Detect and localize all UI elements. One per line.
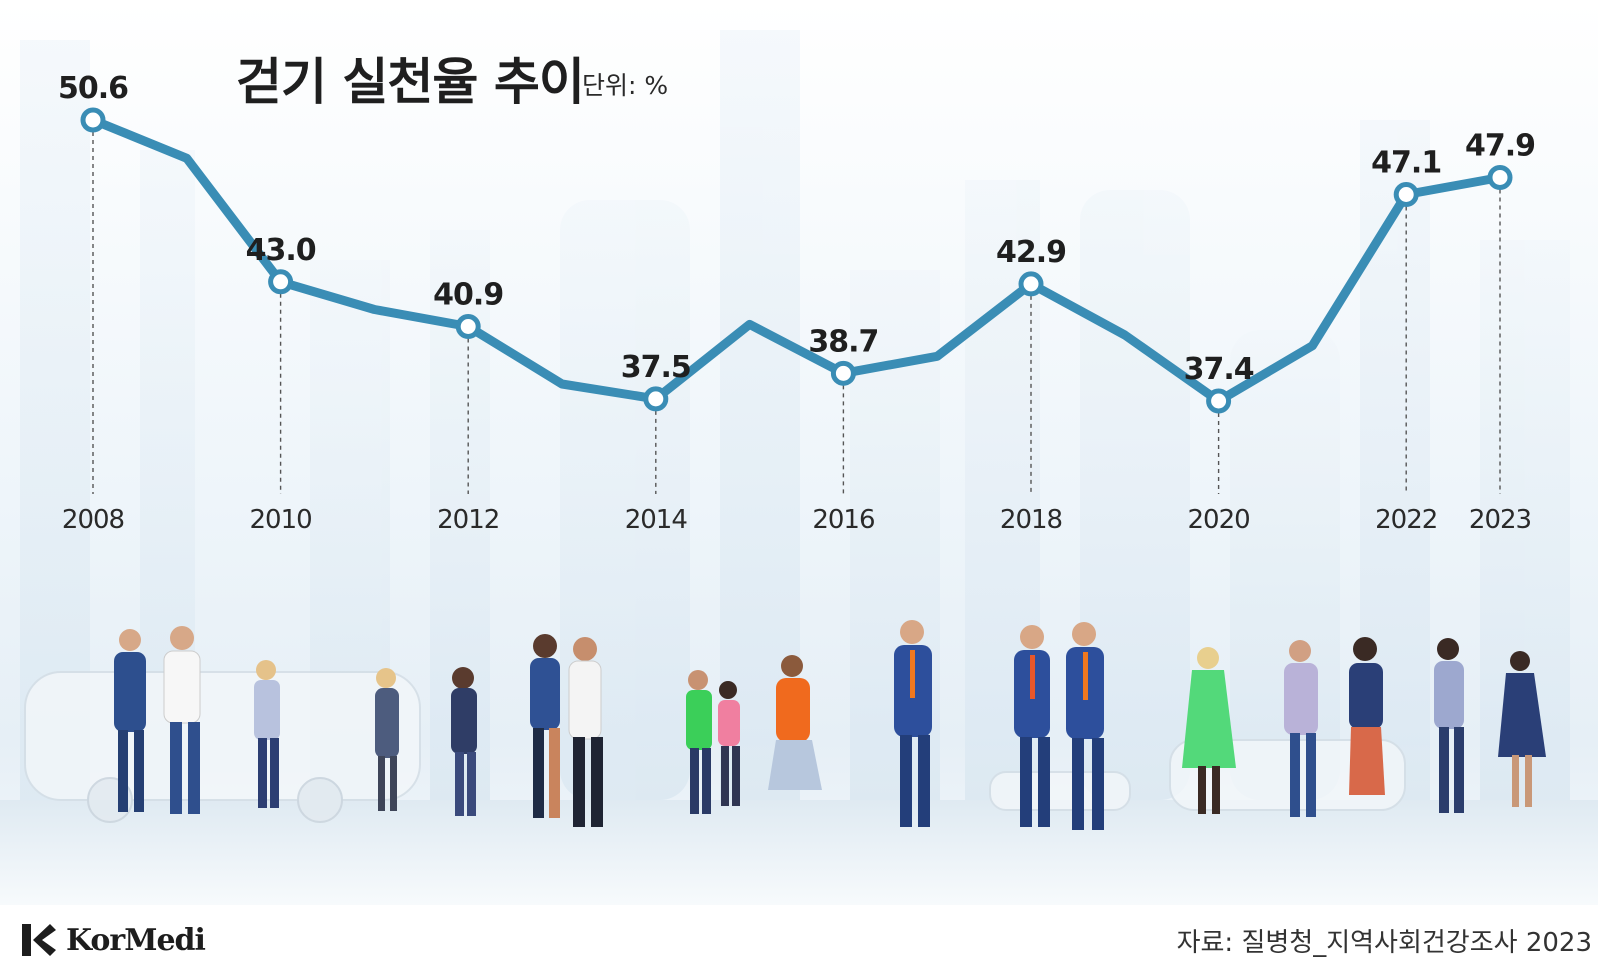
x-tick-label: 2012 (437, 505, 499, 535)
data-point-marker (830, 360, 856, 386)
data-label: 37.5 (621, 350, 691, 385)
walker (686, 670, 712, 814)
x-tick-label: 2014 (625, 505, 688, 535)
walker (1349, 637, 1385, 795)
data-point-marker (1393, 182, 1419, 208)
walker (451, 667, 477, 816)
x-tick-label: 2023 (1469, 505, 1531, 535)
data-point-marker (1018, 271, 1044, 297)
source-note: 자료: 질병청_지역사회건강조사 2023 (1176, 928, 1592, 958)
x-tick-label: 2008 (62, 505, 124, 535)
walker (530, 634, 560, 818)
walker (1434, 638, 1464, 813)
logo-text: KorMedi (66, 922, 206, 958)
walker (1014, 625, 1050, 827)
walker (568, 637, 603, 827)
walker (163, 626, 201, 814)
walker (768, 655, 822, 790)
x-tick-label: 2016 (812, 505, 874, 535)
data-label: 40.9 (433, 277, 503, 312)
x-tick-label: 2022 (1375, 505, 1437, 535)
walker (375, 668, 399, 811)
walker (718, 681, 740, 806)
series-line (88, 115, 1505, 406)
line-chart: 50.6 2008 43.0 2010 40.9 2012 37.5 2014 38.7 2016… (58, 71, 1536, 535)
walker (254, 660, 280, 808)
kormedi-logo-icon (22, 924, 56, 956)
data-point-marker (1206, 388, 1232, 414)
walker (1066, 622, 1104, 830)
data-label: 42.9 (996, 235, 1066, 270)
data-label: 43.0 (246, 233, 316, 268)
pedestrians (114, 620, 1546, 830)
data-label: 37.4 (1184, 352, 1254, 387)
logo: KorMedi (20, 922, 206, 958)
x-tick-label: 2018 (1000, 505, 1062, 535)
data-label: 38.7 (808, 324, 878, 359)
unit-label: 단위: % (582, 71, 669, 100)
street-floor (0, 800, 1598, 905)
x-tick-label: 2010 (250, 505, 312, 535)
data-point-marker (455, 313, 481, 339)
data-point-marker (643, 386, 669, 412)
data-point-marker (1487, 164, 1513, 190)
data-label: 47.9 (1465, 128, 1535, 163)
chart-title: 걷기 실천율 추이 (236, 53, 585, 111)
walker (114, 629, 146, 812)
data-label: 47.1 (1371, 146, 1441, 181)
walker (894, 620, 932, 827)
data-point-marker (80, 107, 106, 133)
data-point-marker (268, 269, 294, 295)
walker (1284, 640, 1318, 817)
data-label: 50.6 (58, 71, 128, 106)
walker (1182, 647, 1236, 814)
x-tick-label: 2020 (1188, 505, 1250, 535)
walker (1498, 651, 1546, 807)
